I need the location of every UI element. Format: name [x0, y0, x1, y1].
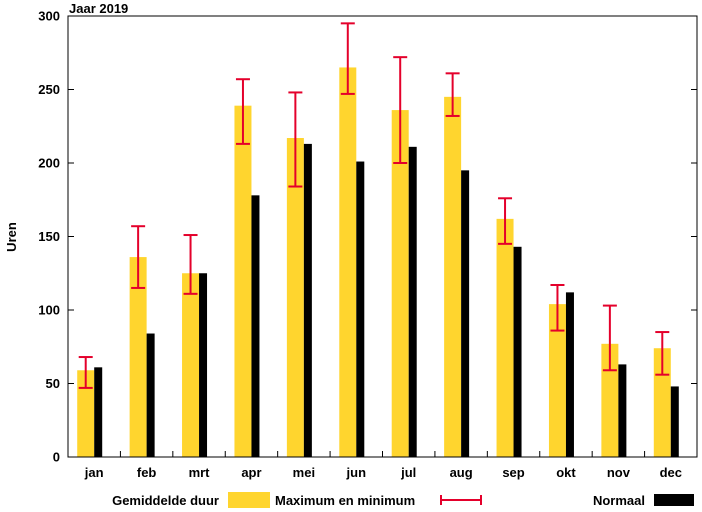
legend-label-gemiddelde-duur: Gemiddelde duur	[112, 493, 219, 508]
errorbar-aug	[445, 72, 460, 117]
errorbar-jan	[78, 356, 93, 389]
y-tick-label-0: 0	[53, 450, 60, 465]
errorbar-nov	[602, 304, 617, 372]
x-tick-label-dec: dec	[660, 465, 682, 480]
bar-normaal-jun	[356, 161, 365, 457]
legend-label-normaal: Normaal	[593, 493, 645, 508]
y-tick-label-250: 250	[38, 82, 60, 97]
bar-normaal-feb	[146, 333, 155, 457]
errorbar-apr	[235, 78, 250, 145]
x-tick-label-jan: jan	[84, 465, 104, 480]
bar-gemiddelde-jul	[391, 110, 409, 457]
bar-normaal-jul	[408, 146, 417, 457]
y-tick-label-100: 100	[38, 303, 60, 318]
bar-normaal-aug	[461, 170, 470, 457]
bar-gemiddelde-nov	[601, 343, 619, 457]
x-tick-label-aug: aug	[450, 465, 473, 480]
errorbar-sep	[498, 197, 513, 245]
x-tick-label-apr: apr	[241, 465, 261, 480]
errorbar-jun	[340, 22, 355, 95]
legend-swatch-normaal	[654, 494, 694, 506]
errorbar-okt	[550, 284, 565, 332]
bar-gemiddelde-sep	[496, 218, 514, 457]
errorbar-dec	[655, 331, 670, 376]
x-tick-label-feb: feb	[137, 465, 157, 480]
bar-normaal-dec	[670, 386, 679, 457]
bar-gemiddelde-feb	[129, 257, 147, 457]
legend-swatch-gemiddelde-duur	[228, 492, 270, 508]
bar-normaal-jan	[94, 367, 103, 457]
x-tick-label-nov: nov	[607, 465, 631, 480]
bar-normaal-sep	[513, 246, 522, 457]
bar-gemiddelde-jan	[77, 370, 95, 457]
x-tick-label-sep: sep	[502, 465, 524, 480]
bar-gemiddelde-okt	[548, 304, 566, 457]
bar-gemiddelde-mrt	[182, 273, 200, 457]
y-tick-label-200: 200	[38, 156, 60, 171]
errorbar-mrt	[183, 234, 198, 295]
y-tick-label-50: 50	[46, 376, 60, 391]
x-tick-label-mrt: mrt	[189, 465, 211, 480]
y-tick-label-150: 150	[38, 229, 60, 244]
bar-normaal-mrt	[199, 273, 208, 457]
legend-label-maximum-en-minimum: Maximum en minimum	[275, 493, 415, 508]
chart-title: Jaar 2019	[69, 1, 128, 16]
legend: Gemiddelde duur Maximum en minimum Normaal	[112, 492, 694, 508]
y-tick-label-300: 300	[38, 9, 60, 24]
bar-gemiddelde-apr	[234, 105, 252, 458]
y-axis-label: Uren	[4, 222, 19, 252]
errorbar-mei	[288, 91, 303, 188]
bar-normaal-okt	[565, 292, 574, 457]
x-tick-label-jul: jul	[400, 465, 416, 480]
bar-gemiddelde-aug	[444, 96, 462, 457]
x-tick-label-jun: jun	[346, 465, 367, 480]
bar-normaal-nov	[618, 364, 627, 457]
legend-swatch-maximum-en-minimum	[440, 495, 482, 505]
x-tick-label-mei: mei	[293, 465, 315, 480]
bar-gemiddelde-mei	[286, 138, 304, 457]
plot-area: 0 50 100 150 200 250 300 jan feb mrt apr mei jun jul a…	[38, 9, 698, 480]
errorbar-jul	[393, 56, 408, 164]
bar-normaal-mei	[303, 143, 312, 457]
bar-normaal-apr	[251, 195, 260, 457]
x-tick-label-okt: okt	[556, 465, 576, 480]
errorbar-feb	[131, 225, 146, 289]
bar-gemiddelde-jun	[339, 67, 357, 457]
